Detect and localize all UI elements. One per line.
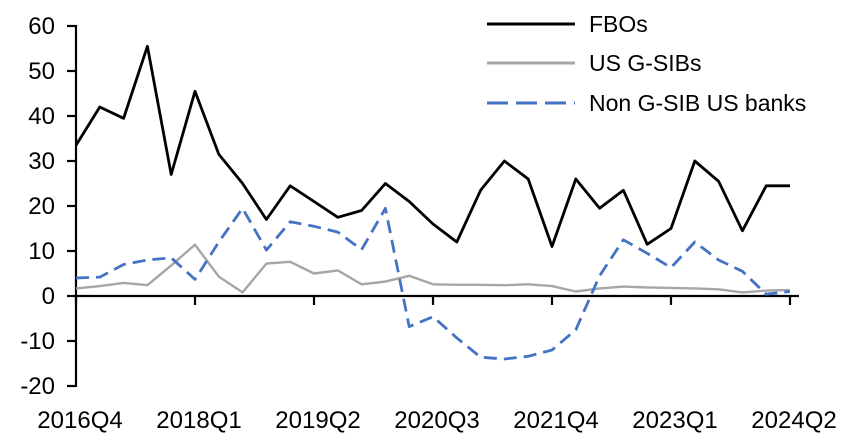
x-tick-label: 2023Q1 (632, 407, 717, 434)
legend-label-non-gsib: Non G-SIB US banks (589, 90, 806, 116)
y-tick-label: 60 (28, 13, 55, 40)
y-tick-label: 10 (28, 238, 55, 265)
legend-label-us-gsibs: US G-SIBs (589, 50, 701, 76)
series-layer (74, 44, 791, 361)
x-tick-label: 2019Q2 (275, 407, 360, 434)
y-tick-label: 20 (28, 193, 55, 220)
x-tick-label: 2021Q4 (513, 407, 598, 434)
y-tick-label: 0 (42, 283, 55, 310)
x-tick-label: 2020Q3 (394, 407, 479, 434)
y-tick-label: -10 (20, 328, 55, 355)
axes-layer: 60 50 40 30 20 10 0 -10 -20 2016Q4 2018Q1 2019Q2 202… (20, 13, 836, 434)
series-line-non-g-sib-us-banks (75, 206, 791, 361)
y-tick-label: 30 (28, 148, 55, 175)
legend-item-non-gsib: Non G-SIB US banks (487, 90, 806, 116)
x-tick-label: 2016Q4 (37, 407, 122, 434)
legend-item-fbos: FBOs (487, 11, 648, 37)
legend-label-fbos: FBOs (589, 11, 648, 37)
legend: FBOs US G-SIBs Non G-SIB US banks (487, 11, 806, 116)
y-tick-label: 50 (28, 58, 55, 85)
x-tick-label: 2018Q1 (156, 407, 241, 434)
series-line-us-g-sibs (75, 243, 791, 294)
y-tick-label: -20 (20, 373, 55, 400)
legend-item-us-gsibs: US G-SIBs (487, 50, 701, 76)
x-tick-label: 2024Q2 (751, 407, 836, 434)
series-line-fbos (74, 44, 790, 248)
y-tick-label: 40 (28, 103, 55, 130)
